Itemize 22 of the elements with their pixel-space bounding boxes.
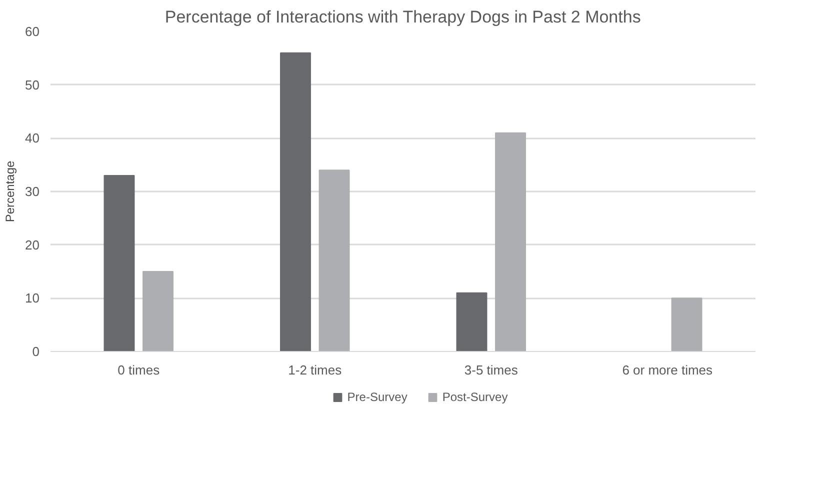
y-axis-title: Percentage — [3, 160, 18, 222]
x-tick-label: 3-5 times — [464, 362, 518, 378]
bar — [495, 132, 526, 352]
bar — [671, 298, 702, 352]
y-tick-label: 50 — [25, 77, 40, 92]
y-tick-label: 0 — [32, 344, 40, 359]
bar — [456, 292, 488, 352]
y-tick-label: 40 — [25, 130, 40, 146]
bar — [142, 271, 174, 352]
chart-title: Percentage of Interactions with Therapy Dogs in Past 2 Months — [164, 8, 641, 26]
x-tick-label: 1-2 times — [288, 362, 342, 378]
bar — [280, 52, 311, 352]
legend-label: Pre-Survey — [347, 390, 408, 404]
x-tick-label: 6 or more times — [622, 362, 714, 378]
y-tick-label: 10 — [25, 290, 40, 306]
y-tick-label: 20 — [25, 237, 40, 252]
x-tick-label: 0 times — [118, 362, 160, 378]
y-tick-label: 30 — [25, 184, 40, 199]
y-tick-label: 60 — [25, 24, 40, 39]
bar — [318, 170, 350, 352]
bar — [104, 175, 135, 352]
legend-label: Post-Survey — [442, 390, 508, 404]
